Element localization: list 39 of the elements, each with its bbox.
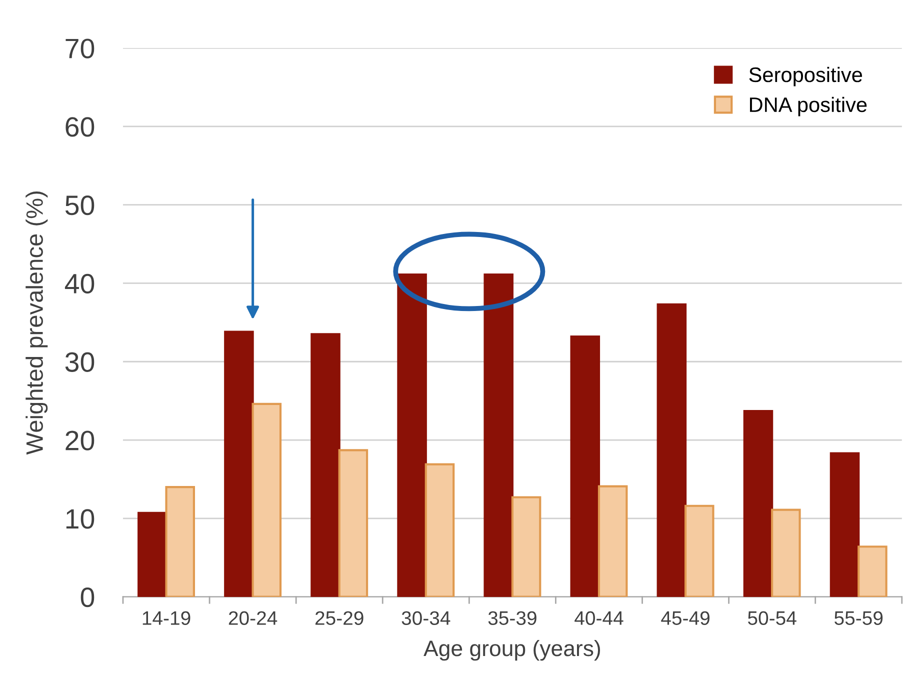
y-tick-label: 0 <box>80 587 94 608</box>
bar <box>138 512 168 597</box>
x-tick-label: 25-29 <box>315 611 364 625</box>
bar <box>656 303 687 597</box>
bar <box>224 330 254 597</box>
bar <box>511 496 542 597</box>
x-tick-label: 45-49 <box>661 611 710 625</box>
x-tick-label: 35-39 <box>488 611 536 625</box>
x-tick-label: 55-59 <box>834 611 883 625</box>
bar <box>598 485 628 597</box>
bar <box>570 335 600 597</box>
y-tick-label: 20 <box>66 430 94 450</box>
x-tick-label: 40-44 <box>574 611 624 625</box>
bar <box>252 402 282 597</box>
y-tick-label: 60 <box>66 117 94 137</box>
y-tick-label: 30 <box>65 352 94 372</box>
x-tick-label: 20-24 <box>228 611 278 625</box>
bar <box>684 504 714 597</box>
bar <box>310 333 340 597</box>
bar <box>858 546 888 597</box>
x-tick-label: 14-19 <box>142 611 190 625</box>
bar <box>424 463 455 597</box>
y-tick-label: 10 <box>66 509 94 529</box>
y-tick-label: 40 <box>64 274 94 294</box>
x-tick-label: 30-34 <box>402 611 450 625</box>
bar <box>165 486 195 597</box>
x-axis-title: Age group (years) <box>424 640 600 661</box>
bar <box>397 274 427 597</box>
bar <box>338 449 368 597</box>
legend-label: DNA positive <box>750 96 867 116</box>
y-axis-title: Weighted prevalence (%) <box>26 192 48 455</box>
legend-label: Seropositive <box>749 66 862 86</box>
bar <box>830 452 860 597</box>
bar <box>743 410 774 597</box>
y-tick-label: 50 <box>65 195 94 216</box>
bar <box>484 274 514 597</box>
x-tick-label: 50-54 <box>748 611 796 625</box>
y-tick-label: 70 <box>66 38 94 58</box>
bar <box>771 508 801 597</box>
